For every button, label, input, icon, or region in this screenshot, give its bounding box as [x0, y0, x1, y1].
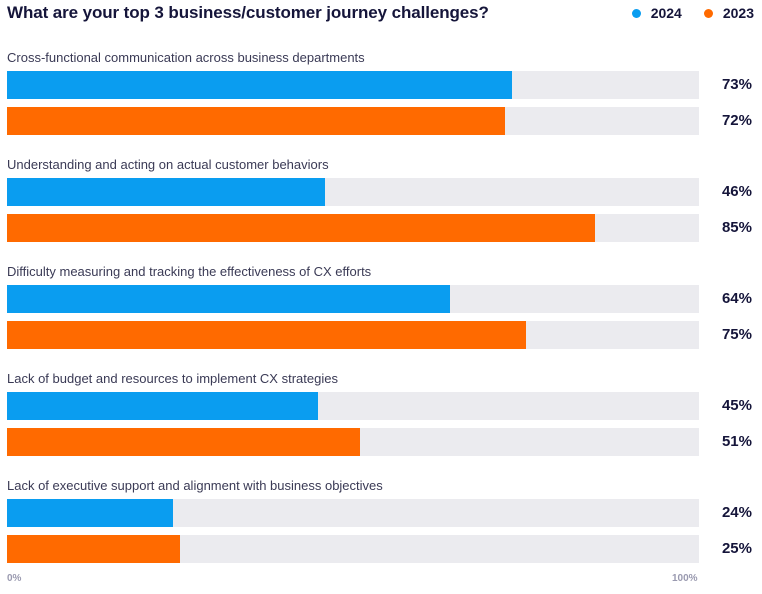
axis-max-label: 100% — [672, 573, 698, 584]
value-label: 25% — [721, 540, 752, 557]
category-group: Lack of executive support and alignment … — [7, 477, 762, 563]
value-label: 75% — [721, 326, 752, 343]
bar-2024 — [7, 178, 326, 206]
bar-row-2023: 51% — [7, 428, 762, 456]
bar-2023 — [7, 214, 596, 242]
value-label: 46% — [721, 183, 752, 200]
bar-row-2023: 72% — [7, 107, 762, 135]
legend-item-2024: 2024 — [631, 5, 682, 21]
category-group: Cross-functional communication across bu… — [7, 49, 762, 135]
value-label: 73% — [721, 76, 752, 93]
chart-title: What are your top 3 business/customer jo… — [7, 3, 489, 22]
category-label: Lack of budget and resources to implemen… — [7, 371, 338, 386]
bar-2024 — [7, 71, 513, 99]
category-label: Cross-functional communication across bu… — [7, 50, 365, 65]
category-label: Understanding and acting on actual custo… — [7, 157, 329, 172]
bar-row-2023: 25% — [7, 535, 762, 563]
bar-2024 — [7, 499, 174, 527]
legend-label-2024: 2024 — [650, 5, 682, 21]
bar-2023 — [7, 321, 526, 349]
bar-row-2024: 24% — [7, 499, 762, 527]
legend-label-2023: 2023 — [722, 5, 754, 21]
legend-dot-2023 — [703, 8, 713, 18]
value-label: 24% — [721, 504, 752, 521]
bar-row-2024: 64% — [7, 285, 762, 313]
legend-dot-2024 — [631, 8, 641, 18]
bar-row-2024: 46% — [7, 178, 762, 206]
category-group: Lack of budget and resources to implemen… — [7, 370, 762, 456]
bar-2023 — [7, 428, 360, 456]
value-label: 51% — [721, 433, 752, 450]
category-group: Understanding and acting on actual custo… — [7, 156, 762, 242]
value-label: 85% — [721, 219, 752, 236]
value-label: 45% — [721, 397, 752, 414]
legend-item-2023: 2023 — [703, 5, 754, 21]
bar-2024 — [7, 392, 319, 420]
bar-row-2023: 75% — [7, 321, 762, 349]
bar-row-2024: 73% — [7, 71, 762, 99]
category-label: Difficulty measuring and tracking the ef… — [7, 264, 372, 279]
axis-min-label: 0% — [7, 573, 22, 584]
legend: 2024 2023 — [631, 5, 754, 21]
bar-row-2024: 45% — [7, 392, 762, 420]
category-group: Difficulty measuring and tracking the ef… — [7, 263, 762, 349]
bar-row-2023: 85% — [7, 214, 762, 242]
value-label: 64% — [721, 290, 752, 307]
value-label: 72% — [721, 112, 752, 129]
category-label: Lack of executive support and alignment … — [7, 478, 383, 493]
bar-2023 — [7, 535, 180, 563]
bar-2023 — [7, 107, 506, 135]
bar-2024 — [7, 285, 450, 313]
